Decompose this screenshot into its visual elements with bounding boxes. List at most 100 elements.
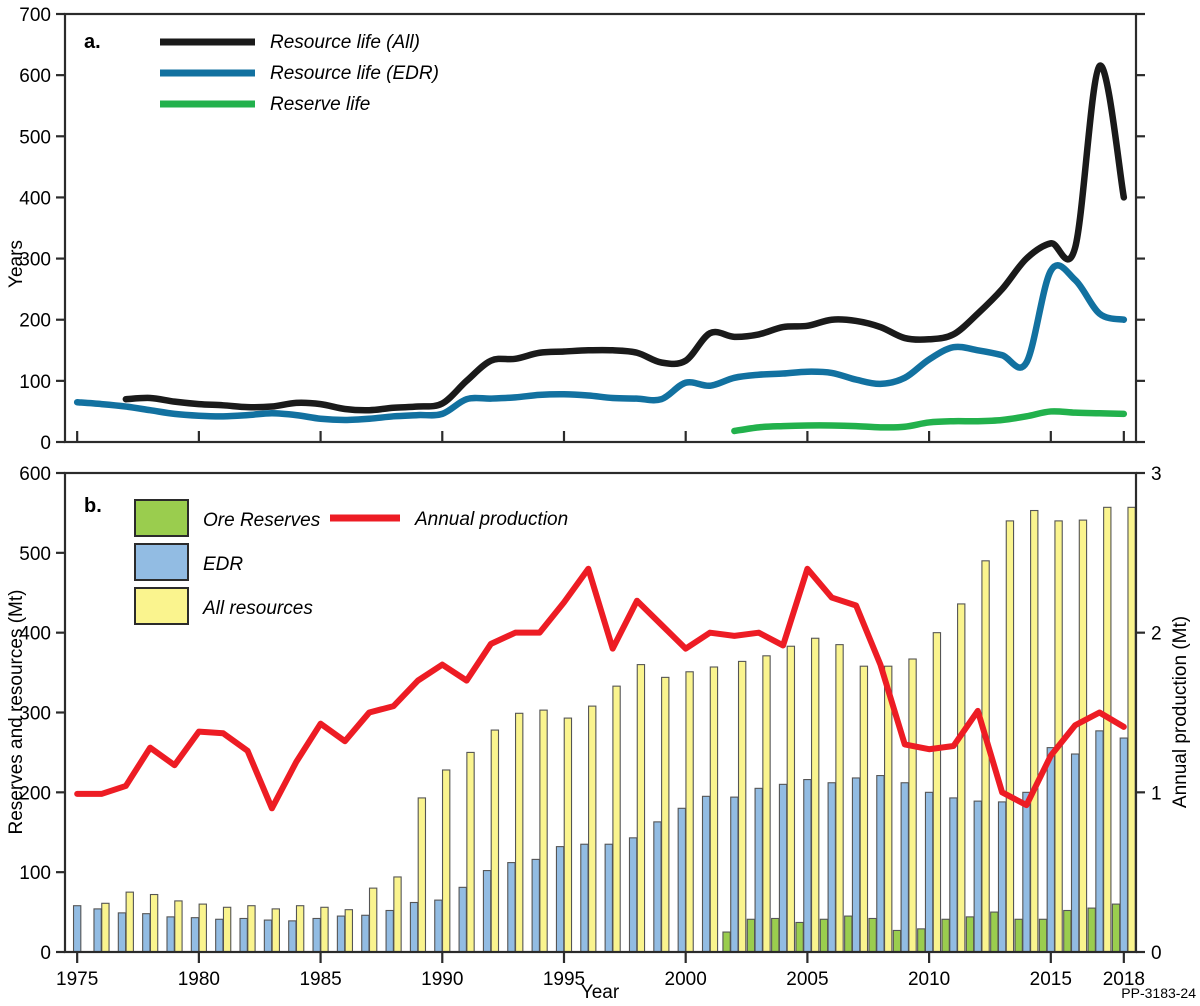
panel-a-y-axis-ticks: 0 100 200 300 400 500 600 700 xyxy=(19,5,65,454)
bar-edr-2002 xyxy=(730,796,739,953)
bar-edr-2015 xyxy=(1046,747,1056,953)
bar-edr-1991 xyxy=(458,886,467,953)
bar-all-resources-2000 xyxy=(685,671,694,953)
x-tick-label: 1985 xyxy=(299,969,341,990)
bar-all-resources-1992 xyxy=(490,729,500,953)
panel-a-series-0 xyxy=(122,62,1128,414)
bar-edr-1975 xyxy=(72,905,82,953)
bar-ore-reserves-2015 xyxy=(1038,918,1048,953)
x-tick-label: 2005 xyxy=(786,969,828,990)
bar-edr-2005 xyxy=(803,779,812,953)
annual-production-line xyxy=(74,565,1127,812)
bar-edr-2011 xyxy=(949,797,958,953)
bar-all-resources-2011 xyxy=(957,603,966,953)
bar-edr-1985 xyxy=(312,917,321,953)
bar-all-resources-1991 xyxy=(466,751,475,953)
bar-edr-1992 xyxy=(482,870,492,953)
panel-b: 0 100 200 300 400 500 600 0 1 2 3 1975 1980 1985 199… xyxy=(6,464,1191,990)
panel-a-y-tick-label: 500 xyxy=(19,127,51,148)
bar-all-resources-2008 xyxy=(884,665,893,953)
bar-edr-1993 xyxy=(507,862,516,953)
panel-b-letter: b. xyxy=(84,495,102,517)
bar-all-resources-2012 xyxy=(981,560,990,953)
bar-all-resources-2014 xyxy=(1030,509,1039,953)
bar-all-resources-1979 xyxy=(174,900,183,953)
bar-edr-1981 xyxy=(215,918,224,953)
bar-all-resources-2007 xyxy=(859,665,869,953)
bar-all-resources-2009 xyxy=(908,658,917,953)
bar-all-resources-2001 xyxy=(709,666,719,953)
panel-b-x-axis-ticks: 1975 1980 1985 1990 1995 2000 2005 2010 2015 2018 xyxy=(56,952,1145,990)
bar-edr-2012 xyxy=(973,800,982,953)
bar-ore-reserves-2018 xyxy=(1111,903,1121,953)
bar-all-resources-2005 xyxy=(810,637,820,953)
bar-all-resources-1976 xyxy=(101,902,110,953)
panel-a-x-axis-ticks xyxy=(76,431,1125,442)
bar-edr-1996 xyxy=(580,843,589,953)
bar-ore-reserves-2008 xyxy=(868,917,877,953)
bar-edr-1994 xyxy=(531,858,540,953)
bar-edr-1987 xyxy=(361,914,370,953)
bar-ore-reserves-2009 xyxy=(892,929,902,953)
bar-edr-2018 xyxy=(1119,737,1129,953)
bar-ore-reserves-2003 xyxy=(746,918,756,953)
bar-ore-reserves-2007 xyxy=(844,915,853,953)
panel-b-left-tick-label: 600 xyxy=(19,464,51,485)
bar-all-resources-2002 xyxy=(737,660,747,953)
bar-all-resources-2013 xyxy=(1005,520,1015,953)
bar-edr-2009 xyxy=(900,782,909,953)
bar-all-resources-1987 xyxy=(368,887,378,953)
x-tick-label: 2015 xyxy=(1030,969,1072,990)
bar-edr-1986 xyxy=(336,915,346,953)
bar-all-resources-2003 xyxy=(762,655,771,953)
bar-edr-1978 xyxy=(142,913,151,953)
panel-a-legend: Resource life (All) Resource life (EDR) Re… xyxy=(160,32,439,115)
panel-b-legend: Ore Reserves EDR All resources Annual produ… xyxy=(134,499,568,625)
bar-edr-2003 xyxy=(754,787,763,953)
panel-b-left-tick-label: 200 xyxy=(19,783,51,804)
x-tick-label: 2010 xyxy=(908,969,950,990)
bar-edr-2014 xyxy=(1022,791,1031,953)
bar-all-resources-1983 xyxy=(271,908,280,953)
panel-b-left-tick-label: 100 xyxy=(19,863,51,884)
bar-all-resources-1998 xyxy=(636,664,646,953)
bar-edr-2007 xyxy=(851,777,861,953)
panel-b-right-tick-label: 1 xyxy=(1151,783,1162,804)
bar-ore-reserves-2014 xyxy=(1014,918,1023,953)
bar-all-resources-2015 xyxy=(1054,520,1063,953)
bar-edr-1998 xyxy=(628,837,638,953)
bar-edr-1982 xyxy=(239,917,248,953)
bar-all-resources-1990 xyxy=(441,769,451,953)
panel-a-letter: a. xyxy=(84,31,101,53)
panel-a-plot-frame xyxy=(63,12,1138,444)
bar-ore-reserves-2016 xyxy=(1063,909,1072,953)
bar-all-resources-1980 xyxy=(198,903,207,953)
panel-a-y-tick-label: 200 xyxy=(19,311,51,332)
x-tick-label: 2018 xyxy=(1103,969,1145,990)
panel-a-y-tick-label: 300 xyxy=(19,250,51,271)
panel-a-legend-label-2: Reserve life xyxy=(270,94,370,115)
bar-all-resources-2006 xyxy=(835,644,844,953)
panel-a-legend-label-1: Resource life (EDR) xyxy=(270,63,439,84)
bar-all-resources-2010 xyxy=(932,632,942,953)
panel-b-left-tick-label: 400 xyxy=(19,624,51,645)
bar-all-resources-2018 xyxy=(1127,506,1136,953)
panel-a: 0 100 200 300 400 500 600 700 Years a. Resource… xyxy=(6,5,1145,454)
bar-all-resources-1989 xyxy=(417,797,427,953)
panel-b-legend-label-2: All resources xyxy=(202,598,313,619)
panel-a-y-axis-label: Years xyxy=(6,240,27,288)
figure-credit: PP-3183-24 xyxy=(1121,985,1196,1001)
bar-ore-reserves-2005 xyxy=(795,921,804,953)
panel-b-legend-swatch-1 xyxy=(134,543,189,581)
bar-edr-2010 xyxy=(924,791,934,953)
panel-b-legend-line-label: Annual production xyxy=(414,509,568,530)
bar-edr-1984 xyxy=(288,920,297,953)
x-tick-label: 1990 xyxy=(421,969,463,990)
x-axis-label: Year xyxy=(581,982,620,1003)
bar-ore-reserves-2010 xyxy=(917,928,926,953)
bar-edr-1983 xyxy=(263,919,273,953)
panel-b-right-tick-label: 2 xyxy=(1151,624,1162,645)
panel-b-right-tick-label: 3 xyxy=(1151,464,1162,485)
bar-edr-1976 xyxy=(93,908,102,953)
